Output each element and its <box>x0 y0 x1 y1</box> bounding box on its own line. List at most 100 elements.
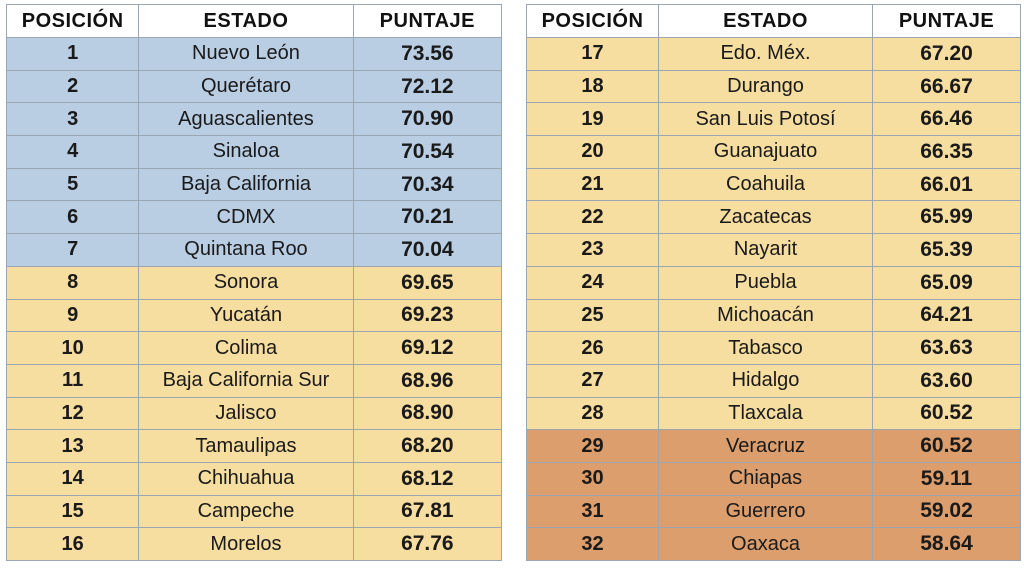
table-row: 32 Oaxaca 58.64 <box>526 527 1021 561</box>
score-cell: 63.60 <box>872 363 1021 398</box>
position-cell: 10 <box>5 331 140 365</box>
score-cell: 70.04 <box>352 233 503 267</box>
table-row: 30 Chiapas 59.11 <box>526 461 1021 496</box>
table-row: 12 Jalisco 68.90 <box>5 396 503 431</box>
table-row: 6 CDMX 70.21 <box>5 200 503 235</box>
score-cell: 59.11 <box>872 461 1021 496</box>
state-cell: Nuevo León <box>138 37 354 71</box>
state-cell: Campeche <box>138 494 354 529</box>
score-cell: 64.21 <box>872 298 1021 333</box>
ranking-table-body: 17 Edo. Méx. 67.20 18 Durango 66.67 19 San Luis… <box>526 37 1021 561</box>
table-row: 16 Morelos 67.76 <box>5 527 503 561</box>
header-row: POSICIÓN ESTADO PUNTAJE <box>526 4 1021 38</box>
position-cell: 32 <box>526 527 659 561</box>
score-cell: 67.81 <box>352 494 503 529</box>
position-cell: 29 <box>526 429 659 463</box>
score-cell: 60.52 <box>872 429 1021 463</box>
state-cell: CDMX <box>138 200 354 235</box>
header-score: PUNTAJE <box>352 4 503 38</box>
position-cell: 14 <box>5 461 140 496</box>
table-row: 20 Guanajuato 66.35 <box>526 135 1021 169</box>
state-cell: Oaxaca <box>658 527 873 561</box>
position-cell: 30 <box>526 461 659 496</box>
position-cell: 1 <box>5 37 140 71</box>
state-cell: Hidalgo <box>658 363 873 398</box>
table-row: 29 Veracruz 60.52 <box>526 429 1021 463</box>
state-cell: Yucatán <box>138 298 354 333</box>
header-row: POSICIÓN ESTADO PUNTAJE <box>5 4 503 38</box>
table-row: 26 Tabasco 63.63 <box>526 331 1021 365</box>
score-cell: 66.01 <box>872 167 1021 202</box>
score-cell: 65.39 <box>872 233 1021 267</box>
score-cell: 70.34 <box>352 167 503 202</box>
table-row: 3 Aguascalientes 70.90 <box>5 102 503 137</box>
position-cell: 25 <box>526 298 659 333</box>
table-row: 1 Nuevo León 73.56 <box>5 37 503 71</box>
score-cell: 69.12 <box>352 331 503 365</box>
position-cell: 17 <box>526 37 659 71</box>
score-cell: 68.90 <box>352 396 503 431</box>
position-cell: 28 <box>526 396 659 431</box>
state-cell: Chihuahua <box>138 461 354 496</box>
score-cell: 68.96 <box>352 363 503 398</box>
table-row: 21 Coahuila 66.01 <box>526 167 1021 202</box>
score-cell: 70.54 <box>352 135 503 169</box>
table-row: 17 Edo. Méx. 67.20 <box>526 37 1021 71</box>
table-row: 25 Michoacán 64.21 <box>526 298 1021 333</box>
score-cell: 63.63 <box>872 331 1021 365</box>
state-cell: Chiapas <box>658 461 873 496</box>
table-row: 27 Hidalgo 63.60 <box>526 363 1021 398</box>
table-row: 4 Sinaloa 70.54 <box>5 135 503 169</box>
table-row: 18 Durango 66.67 <box>526 69 1021 104</box>
score-cell: 65.09 <box>872 265 1021 300</box>
table-row: 24 Puebla 65.09 <box>526 265 1021 300</box>
score-cell: 58.64 <box>872 527 1021 561</box>
position-cell: 5 <box>5 167 140 202</box>
table-row: 8 Sonora 69.65 <box>5 265 503 300</box>
state-cell: Guerrero <box>658 494 873 529</box>
score-cell: 66.35 <box>872 135 1021 169</box>
position-cell: 4 <box>5 135 140 169</box>
state-cell: Zacatecas <box>658 200 873 235</box>
score-cell: 70.90 <box>352 102 503 137</box>
table-row: 13 Tamaulipas 68.20 <box>5 429 503 463</box>
position-cell: 20 <box>526 135 659 169</box>
score-cell: 68.20 <box>352 429 503 463</box>
header-score: PUNTAJE <box>872 4 1021 38</box>
table-row: 28 Tlaxcala 60.52 <box>526 396 1021 431</box>
score-cell: 69.23 <box>352 298 503 333</box>
table-row: 11 Baja California Sur 68.96 <box>5 363 503 398</box>
position-cell: 15 <box>5 494 140 529</box>
state-cell: Morelos <box>138 527 354 561</box>
position-cell: 22 <box>526 200 659 235</box>
state-cell: Baja California <box>138 167 354 202</box>
score-cell: 67.76 <box>352 527 503 561</box>
score-cell: 73.56 <box>352 37 503 71</box>
state-cell: Sinaloa <box>138 135 354 169</box>
position-cell: 3 <box>5 102 140 137</box>
score-cell: 66.46 <box>872 102 1021 137</box>
state-cell: Aguascalientes <box>138 102 354 137</box>
state-cell: Veracruz <box>658 429 873 463</box>
score-cell: 59.02 <box>872 494 1021 529</box>
position-cell: 2 <box>5 69 140 104</box>
position-cell: 7 <box>5 233 140 267</box>
position-cell: 31 <box>526 494 659 529</box>
ranking-table-right: POSICIÓN ESTADO PUNTAJE 17 Edo. Méx. 67.20… <box>526 4 1021 561</box>
score-cell: 60.52 <box>872 396 1021 431</box>
position-cell: 12 <box>5 396 140 431</box>
ranking-table-body: 1 Nuevo León 73.56 2 Querétaro 72.12 3 Aguascal… <box>5 37 503 561</box>
state-cell: Quintana Roo <box>138 233 354 267</box>
score-cell: 69.65 <box>352 265 503 300</box>
position-cell: 18 <box>526 69 659 104</box>
position-cell: 19 <box>526 102 659 137</box>
position-cell: 13 <box>5 429 140 463</box>
table-row: 19 San Luis Potosí 66.46 <box>526 102 1021 137</box>
state-cell: Colima <box>138 331 354 365</box>
table-row: 7 Quintana Roo 70.04 <box>5 233 503 267</box>
state-cell: Puebla <box>658 265 873 300</box>
table-row: 14 Chihuahua 68.12 <box>5 461 503 496</box>
state-cell: Tabasco <box>658 331 873 365</box>
table-row: 22 Zacatecas 65.99 <box>526 200 1021 235</box>
header-position: POSICIÓN <box>5 4 140 38</box>
